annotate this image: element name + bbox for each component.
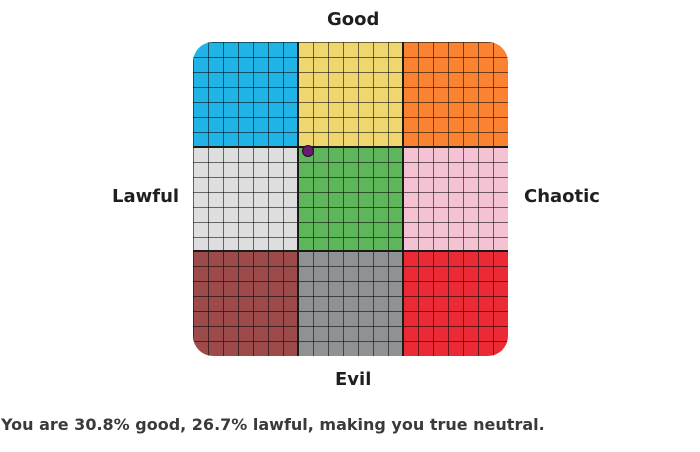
grid-divider [193,146,508,148]
lawful-axis-label: Lawful [112,186,180,207]
grid-divider [193,250,508,252]
cell-neutral-evil [298,251,403,356]
cell-lawful-evil [193,251,298,356]
cell-chaotic-evil [403,251,508,356]
cell-neutral-good [298,42,403,147]
user-position-marker [302,144,315,157]
cell-lawful-good [193,42,298,147]
cell-chaotic-good [403,42,508,147]
cell-lawful-neutral [193,147,298,252]
alignment-grid [193,42,508,356]
evil-axis-label: Evil [335,369,372,390]
cell-chaotic-neutral [403,147,508,252]
result-text: You are 30.8% good, 26.7% lawful, making… [1,415,545,434]
chaotic-axis-label: Chaotic [524,186,600,207]
good-axis-label: Good [327,9,380,30]
grid-divider [402,42,404,356]
grid-divider [297,42,299,356]
cell-true-neutral [298,147,403,252]
